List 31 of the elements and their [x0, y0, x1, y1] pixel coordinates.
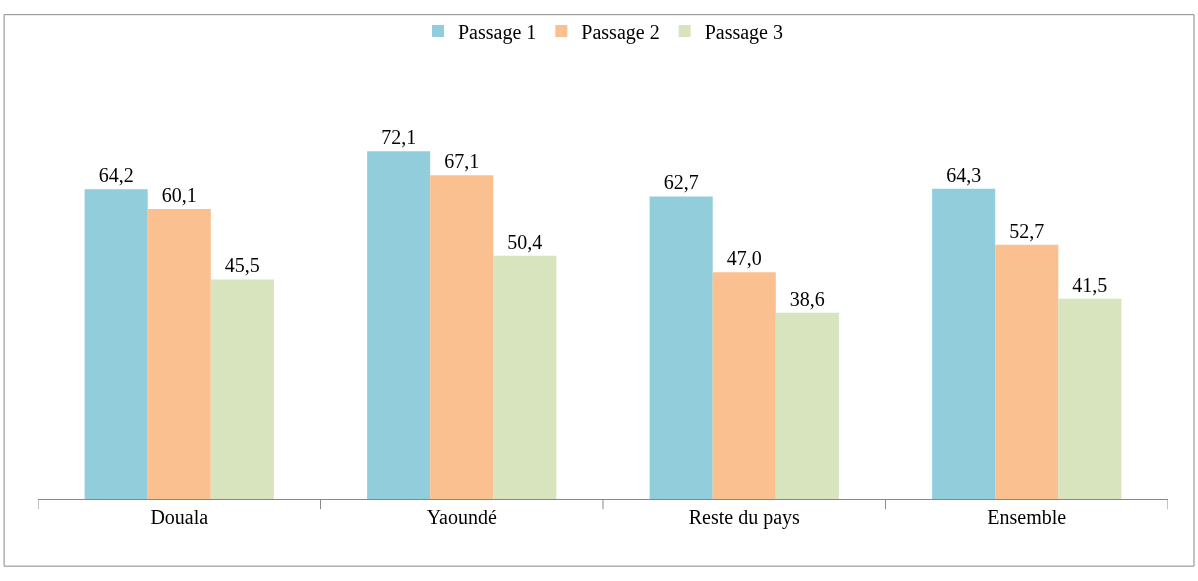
data-label: 41,5 [1072, 273, 1108, 296]
data-label: 67,1 [444, 150, 480, 173]
bar [712, 272, 776, 499]
data-label: 38,6 [789, 287, 825, 310]
bar [84, 189, 148, 499]
bar [147, 209, 211, 499]
bar [493, 255, 557, 499]
bar [649, 196, 713, 499]
bar [210, 279, 274, 499]
x-tick-label: Yaoundé [426, 506, 497, 528]
legend-label: Passage 3 [704, 20, 783, 44]
data-label: 45,5 [224, 254, 260, 277]
bar [775, 312, 839, 499]
legend-label: Passage 1 [458, 20, 537, 44]
bar [932, 188, 996, 499]
bar [430, 175, 494, 499]
bar [995, 244, 1059, 499]
x-tick-label: Douala [150, 506, 209, 528]
data-label: 72,1 [381, 126, 417, 149]
x-tick-label: Ensemble [987, 506, 1067, 528]
bar [1058, 298, 1122, 499]
x-tick-label: Reste du pays [688, 506, 801, 529]
data-label: 60,1 [161, 184, 197, 207]
data-label: 62,7 [663, 171, 699, 194]
data-label: 52,7 [1009, 219, 1045, 242]
bar [367, 151, 431, 499]
legend-label: Passage 2 [581, 20, 660, 44]
data-label: 64,2 [98, 164, 134, 187]
data-label: 47,0 [726, 247, 762, 270]
data-label: 50,4 [507, 230, 543, 253]
data-label: 64,3 [946, 163, 982, 186]
